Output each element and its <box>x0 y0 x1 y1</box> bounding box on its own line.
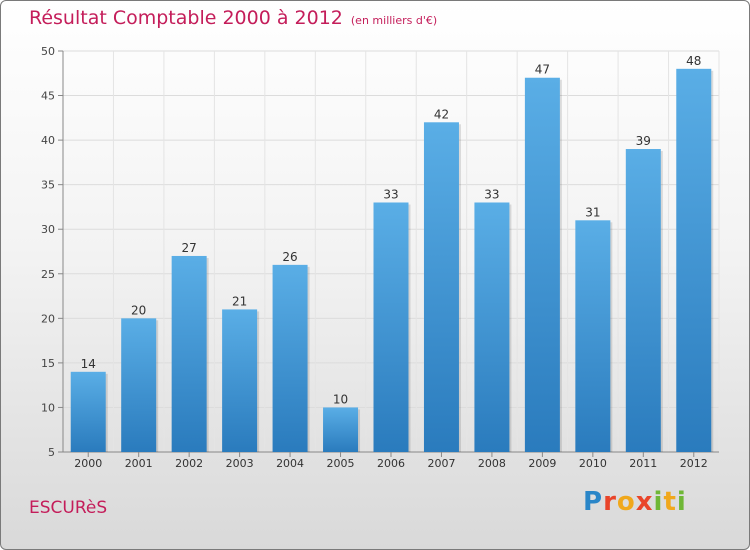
x-tick-label: 2001 <box>125 457 153 470</box>
bar <box>70 371 106 452</box>
x-tick-label: 2007 <box>427 457 455 470</box>
chart-title: Résultat Comptable 2000 à 2012 <box>29 7 343 29</box>
bar <box>222 309 258 452</box>
x-tick-label: 2003 <box>226 457 254 470</box>
y-tick-label: 35 <box>41 179 55 192</box>
x-tick-label: 2000 <box>74 457 102 470</box>
x-tick-label: 2005 <box>327 457 355 470</box>
bar <box>474 202 510 452</box>
bar <box>373 202 409 452</box>
y-tick-label: 30 <box>41 223 55 236</box>
data-label: 14 <box>81 357 96 371</box>
bar <box>625 149 661 452</box>
data-label: 21 <box>232 294 247 308</box>
data-label: 48 <box>686 54 701 68</box>
y-tick-label: 5 <box>48 446 55 459</box>
y-tick-label: 45 <box>41 90 55 103</box>
commune-name: ESCURèS <box>29 498 108 518</box>
x-tick-label: 2008 <box>478 457 506 470</box>
data-label: 33 <box>484 187 499 201</box>
x-tick-label: 2012 <box>680 457 708 470</box>
y-tick-label: 15 <box>41 357 55 370</box>
data-label: 26 <box>282 250 297 264</box>
x-tick-label: 2004 <box>276 457 304 470</box>
bar <box>121 318 157 452</box>
bar <box>524 77 560 452</box>
y-tick-label: 10 <box>41 401 55 414</box>
y-tick-label: 40 <box>41 134 55 147</box>
bar <box>676 68 712 453</box>
chart-title-block: Résultat Comptable 2000 à 2012 (en millie… <box>29 7 437 29</box>
bar <box>323 407 359 452</box>
bar <box>575 220 611 452</box>
x-tick-label: 2006 <box>377 457 405 470</box>
data-label: 31 <box>585 205 600 219</box>
data-label: 27 <box>182 241 197 255</box>
data-label: 33 <box>383 187 398 201</box>
y-tick-label: 25 <box>41 268 55 281</box>
unit-note: (en milliers d'€) <box>350 14 438 27</box>
labels: 5 10 15 20 25 30 35 40 45 50 14 2000 20 2001 27 2002 21 2… <box>41 45 708 470</box>
bars <box>70 68 714 453</box>
x-tick-label: 2002 <box>175 457 203 470</box>
data-label: 10 <box>333 392 348 406</box>
bar <box>423 122 459 453</box>
y-tick-label: 50 <box>41 45 55 58</box>
x-tick-label: 2009 <box>528 457 556 470</box>
bar <box>272 264 308 452</box>
data-label: 20 <box>131 303 146 317</box>
x-tick-label: 2010 <box>579 457 607 470</box>
x-tick-label: 2011 <box>629 457 657 470</box>
y-tick-label: 20 <box>41 312 55 325</box>
proxiti-logo: Proxiti <box>583 487 687 517</box>
data-label: 42 <box>434 107 449 121</box>
bar <box>171 255 207 452</box>
data-label: 39 <box>636 134 651 148</box>
data-label: 47 <box>535 63 550 77</box>
